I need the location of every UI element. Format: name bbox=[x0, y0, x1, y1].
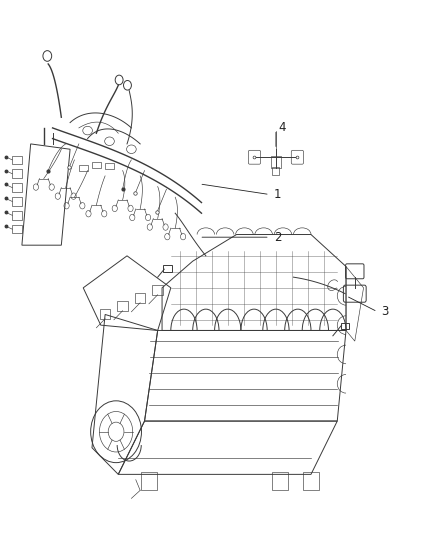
Text: 3: 3 bbox=[381, 305, 389, 318]
Bar bbox=[12, 211, 22, 220]
Bar bbox=[272, 167, 279, 175]
Bar bbox=[135, 293, 145, 303]
Bar bbox=[141, 472, 157, 490]
Bar bbox=[100, 309, 110, 319]
Bar bbox=[12, 225, 22, 233]
Bar bbox=[12, 183, 22, 192]
Bar bbox=[117, 301, 128, 311]
Bar bbox=[152, 285, 163, 295]
Bar bbox=[341, 323, 349, 329]
Text: 4: 4 bbox=[278, 122, 286, 134]
Bar bbox=[12, 197, 22, 206]
Bar bbox=[12, 156, 22, 164]
Bar bbox=[79, 165, 88, 171]
Bar bbox=[92, 162, 101, 168]
Bar bbox=[272, 472, 288, 490]
Text: 1: 1 bbox=[274, 188, 281, 201]
Bar bbox=[12, 169, 22, 178]
Bar bbox=[303, 472, 319, 490]
Text: 2: 2 bbox=[274, 231, 281, 244]
Bar bbox=[271, 156, 281, 168]
Bar bbox=[105, 163, 114, 169]
Bar bbox=[163, 265, 172, 272]
